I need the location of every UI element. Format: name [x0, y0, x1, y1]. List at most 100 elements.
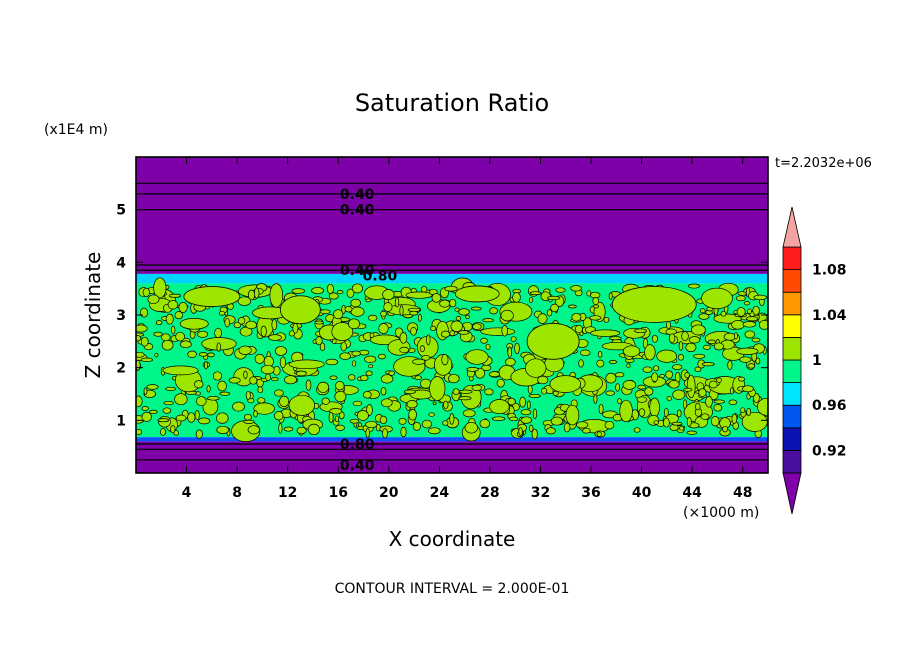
- supersaturated-patch: [426, 334, 431, 346]
- supersaturated-patch: [443, 400, 449, 410]
- supersaturated-patch: [713, 342, 724, 351]
- supersaturated-patch: [470, 306, 482, 311]
- supersaturated-patch: [161, 339, 174, 351]
- supersaturated-patch: [491, 416, 506, 421]
- supersaturated-patch: [450, 320, 463, 333]
- supersaturated-patch: [729, 387, 734, 395]
- supersaturated-patch: [537, 313, 548, 324]
- supersaturated-patch: [701, 362, 715, 367]
- supersaturated-patch: [362, 391, 372, 399]
- contour-label: 0.40: [340, 458, 375, 474]
- supersaturated-patch: [195, 429, 203, 439]
- supersaturated-patch: [274, 346, 287, 356]
- supersaturated-patch: [608, 336, 622, 341]
- supersaturated-patch: [398, 418, 407, 425]
- supersaturated-patch: [649, 397, 660, 418]
- supersaturated-patch: [207, 352, 215, 358]
- supersaturated-patch: [217, 380, 227, 392]
- supersaturated-patch: [507, 346, 512, 358]
- supersaturated-patch: [317, 381, 330, 393]
- supersaturated-patch: [344, 306, 353, 313]
- colorbar-label: 1.04: [812, 308, 847, 324]
- supersaturated-patch: [442, 420, 449, 426]
- contour-label: 0.80: [363, 269, 398, 285]
- supersaturated-patch: [428, 427, 441, 435]
- supersaturated-patch: [444, 285, 458, 292]
- region-cloud-top-edge: [136, 273, 768, 284]
- supersaturated-patch: [368, 314, 378, 322]
- supersaturated-patch: [590, 329, 621, 337]
- supersaturated-patch: [638, 408, 646, 417]
- supersaturated-patch: [243, 419, 255, 424]
- supersaturated-patch: [663, 417, 670, 428]
- supersaturated-patch: [351, 283, 363, 294]
- supersaturated-patch: [319, 309, 331, 314]
- supersaturated-patch: [622, 380, 637, 390]
- supersaturated-patch: [738, 376, 745, 382]
- supersaturated-patch: [271, 318, 278, 331]
- supersaturated-patch: [365, 420, 378, 429]
- supersaturated-patch: [525, 358, 547, 378]
- supersaturated-patch: [153, 277, 167, 299]
- supersaturated-patch: [666, 320, 671, 330]
- supersaturated-patch: [394, 297, 400, 308]
- supersaturated-patch: [140, 307, 148, 318]
- supersaturated-patch: [698, 388, 707, 397]
- colorbar-swatch: [782, 427, 802, 451]
- supersaturated-patch: [431, 293, 442, 303]
- supersaturated-patch: [165, 313, 174, 325]
- supersaturated-patch: [170, 425, 176, 434]
- supersaturated-patch: [720, 310, 727, 317]
- supersaturated-patch: [448, 373, 460, 384]
- colorbar-swatch: [782, 359, 802, 384]
- supersaturated-patch: [219, 391, 231, 396]
- colorbar: 0.92 0.96 1 1.04 1.08: [782, 206, 847, 515]
- supersaturated-patch: [742, 385, 754, 393]
- supersaturated-patch: [364, 355, 377, 363]
- supersaturated-patch: [713, 399, 725, 404]
- chart-title: Saturation Ratio: [355, 89, 549, 117]
- supersaturated-patch: [710, 416, 720, 427]
- supersaturated-patch: [207, 396, 220, 401]
- supersaturated-patch: [334, 415, 339, 423]
- supersaturated-patch: [378, 353, 386, 360]
- y-axis-label: Z coordinate: [81, 252, 105, 379]
- supersaturated-patch: [335, 424, 345, 431]
- supersaturated-patch: [380, 387, 387, 396]
- supersaturated-patch: [409, 310, 419, 316]
- x-tick-label: 12: [278, 485, 297, 501]
- supersaturated-patch: [274, 411, 284, 421]
- supersaturated-patch: [179, 318, 209, 330]
- supersaturated-patch: [708, 380, 718, 389]
- supersaturated-patch: [678, 341, 684, 351]
- supersaturated-patch: [644, 344, 656, 361]
- supersaturated-patch: [642, 366, 653, 373]
- supersaturated-patch: [728, 399, 738, 406]
- supersaturated-patch: [496, 378, 505, 388]
- supersaturated-patch: [541, 387, 548, 395]
- supersaturated-patch: [672, 364, 683, 370]
- supersaturated-patch: [351, 360, 357, 367]
- colorbar-swatch: [782, 314, 802, 338]
- supersaturated-patch: [278, 422, 283, 434]
- plot-area: [136, 157, 768, 473]
- x-tick-label: 20: [379, 485, 399, 501]
- supersaturated-patch: [731, 320, 745, 330]
- supersaturated-patch: [529, 291, 542, 296]
- supersaturated-patch: [472, 323, 482, 330]
- colorbar-swatch: [782, 404, 802, 429]
- contour-label: 0.40: [340, 187, 375, 203]
- supersaturated-patch: [471, 384, 483, 391]
- supersaturated-patch: [546, 309, 553, 317]
- supersaturated-patch: [348, 374, 356, 381]
- supersaturated-patch: [329, 408, 343, 415]
- supersaturated-patch: [441, 353, 449, 366]
- supersaturated-patch: [507, 397, 516, 406]
- supersaturated-patch: [352, 400, 363, 407]
- supersaturated-patch: [449, 330, 455, 337]
- supersaturated-patch: [519, 396, 526, 408]
- supersaturated-patch: [672, 389, 686, 400]
- supersaturated-patch: [698, 313, 710, 320]
- supersaturated-patch: [157, 418, 170, 423]
